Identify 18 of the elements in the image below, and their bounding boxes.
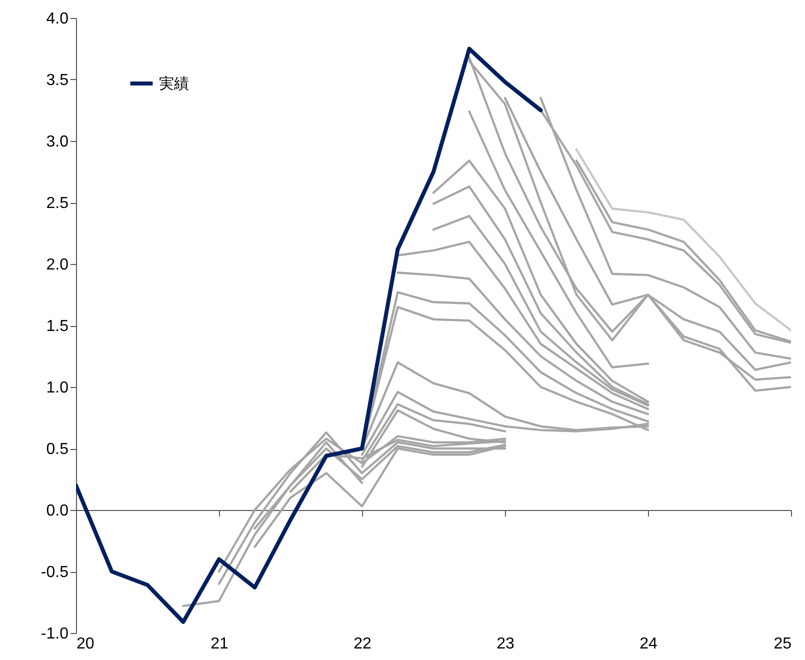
x-tick-label: 21 [210, 636, 228, 652]
x-tick-label: 24 [640, 636, 658, 652]
y-tick-label: 3.0 [46, 134, 69, 150]
legend-label: 実績 [159, 76, 189, 92]
y-tick-label: 2.0 [46, 256, 69, 274]
y-tick-label: 0.5 [46, 441, 69, 458]
y-tick-label: 4.0 [46, 10, 69, 28]
y-tick-label: 0.0 [46, 502, 69, 520]
y-tick-label: 1.5 [46, 318, 69, 335]
y-tick-label: 3.5 [46, 72, 69, 89]
x-tick-label: 20 [76, 636, 94, 652]
y-tick-label: -1.0 [40, 626, 69, 642]
x-tick-label: 23 [496, 636, 514, 652]
x-tick-label: 25 [774, 636, 792, 652]
x-tick-label: 22 [354, 636, 372, 652]
y-tick-label: 1.0 [46, 380, 69, 396]
y-tick-label: -0.5 [40, 564, 69, 581]
y-tick-label: 2.5 [46, 195, 69, 212]
